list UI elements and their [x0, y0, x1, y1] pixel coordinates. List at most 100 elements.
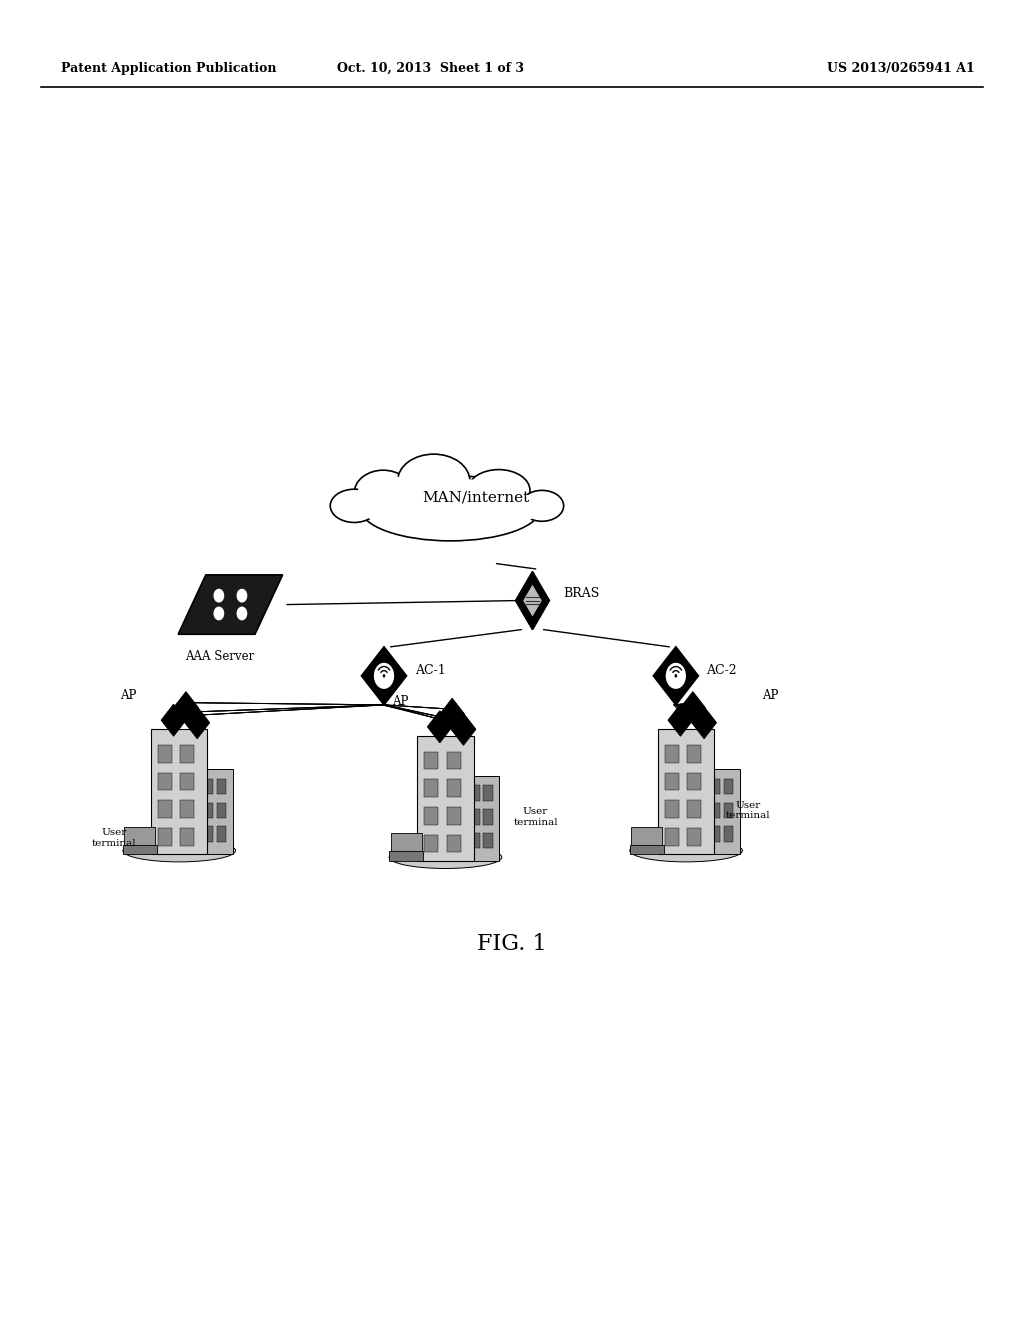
- Ellipse shape: [397, 454, 470, 508]
- FancyBboxPatch shape: [180, 746, 195, 763]
- FancyBboxPatch shape: [468, 776, 499, 861]
- Text: FIG. 1: FIG. 1: [477, 933, 547, 954]
- FancyBboxPatch shape: [631, 826, 663, 846]
- Text: MAN/internet: MAN/internet: [423, 491, 529, 504]
- FancyBboxPatch shape: [180, 800, 195, 818]
- Ellipse shape: [520, 491, 563, 521]
- Ellipse shape: [364, 479, 538, 539]
- FancyBboxPatch shape: [446, 752, 461, 770]
- Polygon shape: [668, 704, 693, 737]
- Text: User
terminal: User terminal: [513, 808, 558, 826]
- FancyBboxPatch shape: [424, 807, 438, 825]
- FancyBboxPatch shape: [158, 800, 172, 818]
- FancyBboxPatch shape: [158, 772, 172, 791]
- Text: BRAS: BRAS: [563, 587, 599, 601]
- Polygon shape: [178, 576, 283, 634]
- FancyBboxPatch shape: [483, 809, 493, 825]
- FancyBboxPatch shape: [665, 772, 679, 791]
- Ellipse shape: [333, 491, 376, 520]
- FancyBboxPatch shape: [687, 800, 701, 818]
- Polygon shape: [681, 692, 706, 723]
- FancyBboxPatch shape: [709, 770, 739, 854]
- FancyBboxPatch shape: [158, 828, 172, 846]
- Circle shape: [237, 589, 248, 602]
- FancyBboxPatch shape: [180, 828, 195, 846]
- FancyBboxPatch shape: [446, 807, 461, 825]
- Text: User
terminal: User terminal: [92, 829, 137, 847]
- FancyBboxPatch shape: [483, 833, 493, 849]
- FancyBboxPatch shape: [687, 746, 701, 763]
- Ellipse shape: [360, 475, 541, 541]
- FancyBboxPatch shape: [470, 833, 479, 849]
- FancyBboxPatch shape: [687, 772, 701, 791]
- Polygon shape: [653, 647, 698, 705]
- FancyBboxPatch shape: [217, 779, 226, 795]
- Polygon shape: [184, 706, 210, 739]
- FancyBboxPatch shape: [658, 729, 715, 854]
- Circle shape: [213, 606, 224, 620]
- FancyBboxPatch shape: [470, 809, 479, 825]
- Ellipse shape: [630, 840, 742, 862]
- FancyBboxPatch shape: [724, 779, 733, 795]
- FancyBboxPatch shape: [123, 845, 157, 854]
- FancyBboxPatch shape: [217, 803, 226, 818]
- Circle shape: [675, 675, 677, 677]
- Text: US 2013/0265941 A1: US 2013/0265941 A1: [827, 62, 975, 75]
- FancyBboxPatch shape: [202, 770, 232, 854]
- Ellipse shape: [123, 840, 236, 862]
- Polygon shape: [361, 647, 407, 705]
- FancyBboxPatch shape: [158, 746, 172, 763]
- Text: AP: AP: [121, 689, 136, 702]
- Polygon shape: [440, 698, 465, 730]
- Ellipse shape: [523, 492, 561, 519]
- FancyBboxPatch shape: [424, 779, 438, 797]
- FancyBboxPatch shape: [711, 803, 720, 818]
- FancyBboxPatch shape: [630, 845, 664, 854]
- Polygon shape: [173, 692, 199, 723]
- Ellipse shape: [389, 846, 502, 869]
- Ellipse shape: [402, 457, 466, 504]
- FancyBboxPatch shape: [217, 826, 226, 842]
- Text: AC-2: AC-2: [707, 664, 737, 677]
- FancyBboxPatch shape: [711, 779, 720, 795]
- Polygon shape: [427, 710, 453, 743]
- FancyBboxPatch shape: [687, 828, 701, 846]
- Ellipse shape: [357, 473, 409, 512]
- FancyBboxPatch shape: [124, 826, 156, 846]
- FancyBboxPatch shape: [711, 826, 720, 842]
- FancyBboxPatch shape: [152, 729, 207, 854]
- FancyBboxPatch shape: [470, 785, 479, 801]
- FancyBboxPatch shape: [180, 772, 195, 791]
- Circle shape: [666, 663, 686, 689]
- Text: Patent Application Publication: Patent Application Publication: [61, 62, 276, 75]
- Polygon shape: [451, 713, 476, 746]
- FancyBboxPatch shape: [424, 752, 438, 770]
- Ellipse shape: [471, 473, 526, 508]
- FancyBboxPatch shape: [424, 834, 438, 853]
- Circle shape: [237, 606, 248, 620]
- FancyBboxPatch shape: [665, 828, 679, 846]
- FancyBboxPatch shape: [446, 779, 461, 797]
- Text: AP: AP: [763, 689, 778, 702]
- Text: Oct. 10, 2013  Sheet 1 of 3: Oct. 10, 2013 Sheet 1 of 3: [337, 62, 523, 75]
- Circle shape: [213, 589, 224, 602]
- Text: AAA Server: AAA Server: [185, 649, 255, 663]
- Circle shape: [383, 675, 385, 677]
- FancyBboxPatch shape: [389, 851, 423, 861]
- Polygon shape: [161, 704, 186, 737]
- FancyBboxPatch shape: [483, 785, 493, 801]
- FancyBboxPatch shape: [204, 826, 213, 842]
- FancyBboxPatch shape: [204, 803, 213, 818]
- Text: AP: AP: [392, 696, 409, 709]
- FancyBboxPatch shape: [724, 803, 733, 818]
- Polygon shape: [692, 706, 717, 739]
- Ellipse shape: [467, 470, 530, 511]
- Polygon shape: [516, 572, 549, 630]
- Circle shape: [374, 663, 394, 689]
- Text: User
terminal: User terminal: [726, 801, 770, 820]
- FancyBboxPatch shape: [418, 735, 473, 861]
- FancyBboxPatch shape: [204, 779, 213, 795]
- Ellipse shape: [354, 470, 412, 515]
- Text: AC-1: AC-1: [415, 664, 445, 677]
- FancyBboxPatch shape: [446, 834, 461, 853]
